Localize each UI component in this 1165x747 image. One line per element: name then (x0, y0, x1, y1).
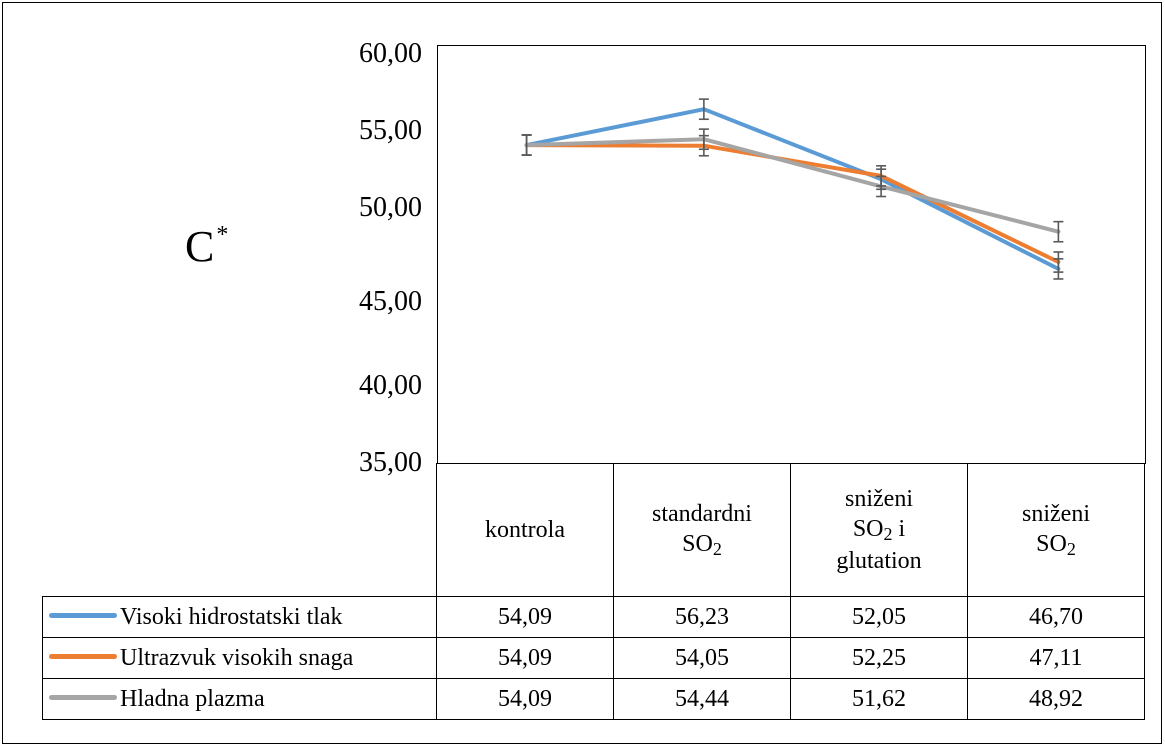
data-label: 51,62 (790, 678, 968, 720)
category-label: standardni SO2 (613, 463, 791, 597)
y-tick-label: 40,00 (359, 370, 422, 401)
data-label: 56,23 (613, 596, 791, 638)
data-table: kontrola standardni SO2 sniženi SO2 i gluta… (42, 463, 1145, 720)
legend-swatch-icon (49, 613, 117, 619)
legend-entry: Ultrazvuk visokih snaga (42, 637, 437, 679)
error-bar (698, 98, 709, 121)
data-label: 54,09 (436, 678, 614, 720)
table-row: Visoki hidrostatski tlak 54,09 56,23 52,… (42, 596, 1145, 638)
legend-entry: Visoki hidrostatski tlak (42, 596, 437, 638)
data-label: 52,05 (790, 596, 968, 638)
data-label: 48,92 (967, 678, 1145, 720)
data-label: 54,09 (436, 596, 614, 638)
y-tick-label: 60,00 (359, 38, 422, 69)
plot-area (437, 45, 1146, 464)
series-lines (521, 98, 1064, 280)
error-bar (876, 175, 887, 198)
y-tick-label: 55,00 (359, 115, 422, 146)
data-label: 54,44 (613, 678, 791, 720)
table-corner (42, 463, 437, 597)
error-bar (698, 128, 709, 151)
legend-entry: Hladna plazma (42, 678, 437, 720)
table-row: Hladna plazma 54,09 54,44 51,62 48,92 (42, 678, 1145, 720)
data-label: 46,70 (967, 596, 1145, 638)
y-tick-label: 45,00 (359, 286, 422, 317)
category-label: sniženi SO2 (967, 463, 1145, 597)
category-label: kontrola (436, 463, 614, 597)
category-row: kontrola standardni SO2 sniženi SO2 i gluta… (42, 463, 1145, 597)
error-bar (521, 134, 532, 156)
data-label: 52,25 (790, 637, 968, 679)
data-label: 47,11 (967, 637, 1145, 679)
series-line (524, 137, 1061, 234)
series-line (524, 107, 1061, 271)
legend-swatch-icon (49, 695, 117, 701)
error-bar (1053, 220, 1064, 243)
category-label: sniženi SO2 i glutation (790, 463, 968, 597)
error-bar (1053, 251, 1064, 273)
data-label: 54,09 (436, 637, 614, 679)
table-row: Ultrazvuk visokih snaga 54,09 54,05 52,2… (42, 637, 1145, 679)
y-tick-label: 50,00 (359, 192, 422, 223)
y-axis-label: C* (185, 222, 229, 271)
legend-swatch-icon (49, 654, 117, 660)
data-label: 54,05 (613, 637, 791, 679)
